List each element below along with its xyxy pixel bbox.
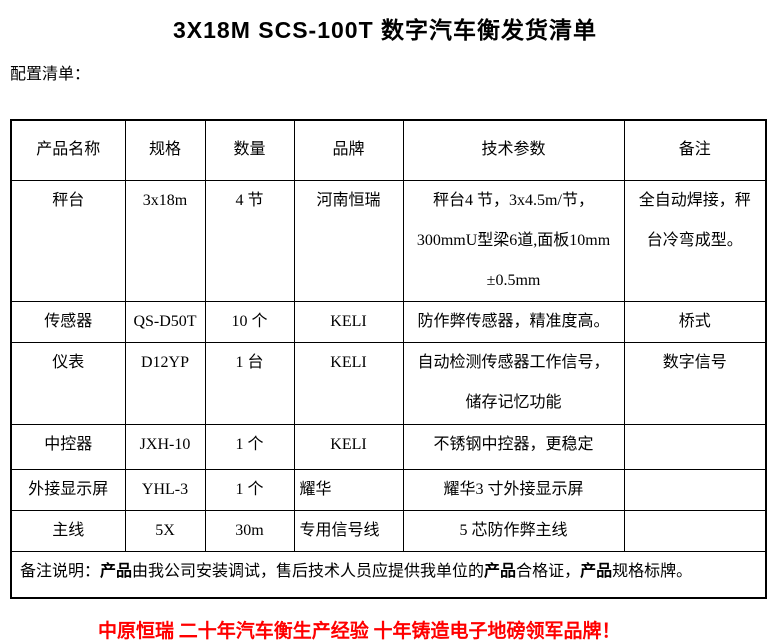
- cell-product-name: 传感器: [10, 300, 126, 343]
- remark-text-segment: 产品: [580, 562, 613, 580]
- table-row-main-cable: 主线 5X 30m 专用信号线 5 芯防作弊主线: [10, 509, 767, 552]
- header-product-name: 产品名称: [10, 119, 126, 181]
- cell-brand: KELI: [293, 300, 404, 343]
- cell-spec: QS-D50T: [124, 300, 206, 343]
- param-line: 自动检测传感器工作信号，: [417, 353, 610, 371]
- cell-brand: 专用信号线: [293, 509, 404, 552]
- cell-product-name: 主线: [10, 509, 126, 552]
- cell-note: [623, 509, 767, 552]
- header-params: 技术参数: [402, 119, 625, 181]
- cell-note: 桥式: [623, 300, 767, 343]
- param-line: 秤台4 节，3x4.5m/节，: [433, 191, 594, 209]
- cell-note: [623, 468, 767, 511]
- cell-qty: 1 个: [204, 423, 295, 470]
- header-row: 产品名称 规格 数量 品牌 技术参数 备注: [10, 119, 767, 181]
- cell-qty: 1 台: [204, 341, 295, 425]
- cell-note: [623, 423, 767, 470]
- header-qty: 数量: [204, 119, 295, 181]
- cell-brand: KELI: [293, 341, 404, 425]
- cell-brand: 耀华: [293, 468, 404, 511]
- remark-text-segment: 产品: [484, 562, 517, 580]
- cell-params: 耀华3 寸外接显示屏: [402, 468, 625, 511]
- remark-cell: 备注说明：产品由我公司安装调试，售后技术人员应提供我单位的产品合格证，产品规格标…: [10, 550, 767, 599]
- cell-product-name: 中控器: [10, 423, 126, 470]
- cell-spec: D12YP: [124, 341, 206, 425]
- table-row-external-display: 外接显示屏 YHL-3 1 个 耀华 耀华3 寸外接显示屏: [10, 468, 767, 511]
- cell-brand: KELI: [293, 423, 404, 470]
- remark-text-segment: 由我公司安装调试，售后技术人员应提供我单位的: [132, 562, 485, 580]
- cell-brand: 河南恒瑞: [293, 179, 404, 302]
- cell-spec: 3x18m: [124, 179, 206, 302]
- remark-text-segment: 规格标牌。: [612, 562, 693, 580]
- header-spec: 规格: [124, 119, 206, 181]
- cell-params: 不锈钢中控器，更稳定: [402, 423, 625, 470]
- table-row-controller: 中控器 JXH-10 1 个 KELI 不锈钢中控器，更稳定: [10, 423, 767, 470]
- param-line: 300mmU型梁6道,面板10mm: [416, 231, 611, 249]
- slogan-text: 中原恒瑞 二十年汽车衡生产经验 十年铸造电子地磅领军品牌！: [98, 621, 621, 642]
- cell-qty: 1 个: [204, 468, 295, 511]
- config-table: 产品名称 规格 数量 品牌 技术参数 备注 秤台 3x18m 4 节 河南恒瑞 …: [10, 119, 767, 599]
- cell-spec: YHL-3: [124, 468, 206, 511]
- table-row-scale-platform: 秤台 3x18m 4 节 河南恒瑞 秤台4 节，3x4.5m/节， 300mmU…: [10, 179, 767, 302]
- cell-params: 秤台4 节，3x4.5m/节， 300mmU型梁6道,面板10mm ±0.5mm: [402, 179, 625, 302]
- table-row-load-cell: 传感器 QS-D50T 10 个 KELI 防作弊传感器，精准度高。 桥式: [10, 300, 767, 343]
- cell-qty: 30m: [204, 509, 295, 552]
- table-row-remark: 备注说明：产品由我公司安装调试，售后技术人员应提供我单位的产品合格证，产品规格标…: [10, 550, 767, 599]
- cell-product-name: 秤台: [10, 179, 126, 302]
- cell-params: 自动检测传感器工作信号， 储存记忆功能: [402, 341, 625, 425]
- cell-params: 5 芯防作弊主线: [402, 509, 625, 552]
- cell-product-name: 仪表: [10, 341, 126, 425]
- page-title: 3X18M SCS-100T 数字汽车衡发货清单: [172, 17, 598, 43]
- config-list-label: 配置清单：: [10, 66, 91, 83]
- remark-text-segment: 合格证，: [516, 562, 581, 580]
- header-brand: 品牌: [293, 119, 404, 181]
- cell-note: 数字信号: [623, 341, 767, 425]
- table-row-indicator: 仪表 D12YP 1 台 KELI 自动检测传感器工作信号， 储存记忆功能 数字…: [10, 341, 767, 425]
- cell-note: 全自动焊接，秤台冷弯成型。: [623, 179, 767, 302]
- param-line: ±0.5mm: [486, 271, 541, 289]
- cell-qty: 10 个: [204, 300, 295, 343]
- header-note: 备注: [623, 119, 767, 181]
- cell-qty: 4 节: [204, 179, 295, 302]
- remark-text-segment: 产品: [100, 562, 133, 580]
- param-line: 储存记忆功能: [465, 393, 562, 411]
- cell-spec: JXH-10: [124, 423, 206, 470]
- cell-params: 防作弊传感器，精准度高。: [402, 300, 625, 343]
- cell-product-name: 外接显示屏: [10, 468, 126, 511]
- remark-text-segment: 备注说明：: [20, 562, 101, 580]
- cell-spec: 5X: [124, 509, 206, 552]
